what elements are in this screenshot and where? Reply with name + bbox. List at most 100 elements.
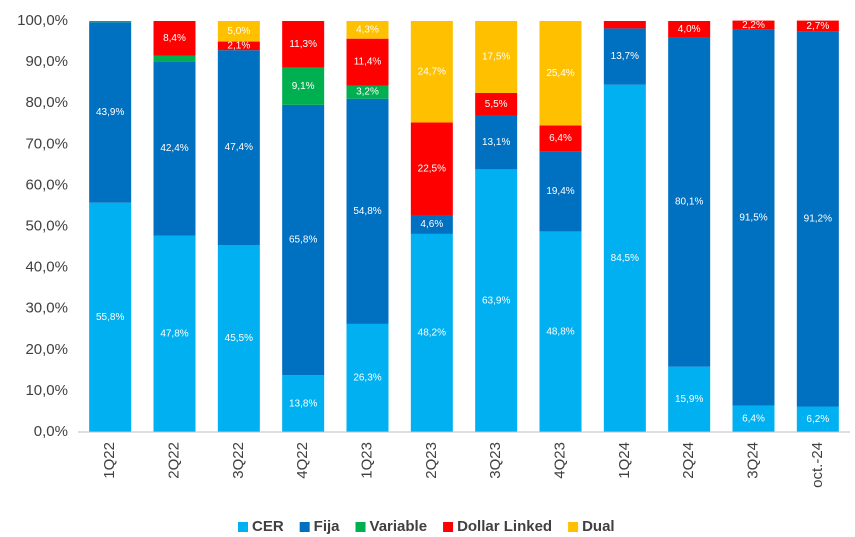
x-tick-label: 3Q22 [230, 442, 247, 479]
data-label: 8,4% [163, 33, 186, 44]
data-label: 65,8% [289, 235, 317, 246]
y-tick-label: 10,0% [25, 382, 68, 399]
bar-segment [796, 20, 839, 32]
x-tick-label: 1Q24 [616, 442, 633, 479]
data-label: 91,2% [804, 214, 832, 225]
bar-segment [475, 21, 518, 93]
data-label: 2,7% [806, 21, 829, 32]
x-tick-label: 3Q24 [744, 442, 761, 479]
x-tick-label: 2Q24 [680, 442, 697, 479]
bar-segment [346, 38, 389, 86]
bar-segment [89, 21, 132, 23]
data-label: 42,4% [160, 143, 188, 154]
x-tick-label: 4Q23 [551, 442, 568, 479]
data-label: 4,6% [420, 219, 443, 230]
bar-segment [603, 28, 646, 85]
data-label: 19,4% [546, 186, 574, 197]
data-label: 13,8% [289, 398, 317, 409]
data-label: 11,4% [354, 57, 382, 68]
bar-segment [282, 21, 325, 68]
data-label: 45,5% [225, 333, 253, 344]
legend-label: Dual [582, 518, 615, 535]
bar-segment [668, 366, 711, 432]
x-tick-label: 1Q22 [101, 442, 118, 479]
y-tick-label: 50,0% [25, 217, 68, 234]
bar-segment [346, 21, 389, 39]
bar-segment [217, 21, 260, 42]
bar-segment [153, 21, 196, 56]
bar-segment [539, 125, 582, 152]
x-tick-label: 3Q23 [487, 442, 504, 479]
bar-segment [89, 202, 132, 432]
data-label: 3,2% [356, 87, 379, 98]
data-label: 13,1% [482, 137, 510, 148]
legend-label: Variable [370, 518, 428, 535]
legend-swatch [299, 522, 310, 532]
bar-segment [346, 98, 389, 324]
y-tick-label: 90,0% [25, 53, 68, 70]
y-tick-label: 80,0% [25, 94, 68, 111]
bar-segment [732, 20, 775, 30]
data-label: 43,9% [96, 107, 124, 118]
bar-segment [282, 67, 325, 105]
y-tick-label: 20,0% [25, 341, 68, 358]
bar-segment [410, 122, 453, 215]
data-label: 55,8% [96, 312, 124, 323]
data-label: 6,4% [549, 133, 572, 144]
data-label: 4,0% [678, 24, 701, 35]
bar-segment [346, 85, 389, 99]
y-tick-label: 70,0% [25, 135, 68, 152]
data-label: 5,5% [485, 99, 508, 110]
legend-swatch [568, 522, 579, 532]
bar-segment [153, 235, 196, 432]
legend-swatch [443, 522, 454, 532]
data-label: 2,1% [227, 41, 250, 52]
x-tick-label: 2Q23 [423, 442, 440, 479]
legend-label: Dollar Linked [457, 518, 552, 535]
y-tick-label: 30,0% [25, 300, 68, 317]
bar-segment [603, 21, 646, 29]
bar-segment [603, 84, 646, 432]
data-label: 84,5% [611, 253, 639, 264]
bar-segment [89, 22, 132, 203]
bar-segment [410, 214, 453, 234]
data-label: 47,8% [160, 328, 188, 339]
bar-segment [217, 50, 260, 245]
data-label: 2,2% [742, 20, 765, 31]
data-label: 47,4% [225, 142, 253, 153]
data-label: 4,3% [356, 24, 379, 35]
legend-label: Fija [314, 518, 340, 535]
bar-segment [282, 375, 325, 432]
legend-label: CER [252, 518, 284, 535]
x-tick-label: oct.-24 [809, 442, 826, 488]
x-tick-label: 1Q23 [358, 442, 375, 479]
data-label: 26,3% [353, 373, 381, 384]
legend-swatch [355, 522, 366, 532]
data-label: 48,2% [418, 328, 446, 339]
bar-segment [796, 31, 839, 407]
bar-segment [410, 233, 453, 432]
data-label: 91,5% [739, 212, 767, 223]
data-label: 17,5% [482, 52, 510, 63]
bar-segment [153, 55, 196, 62]
x-tick-label: 2Q22 [165, 442, 182, 479]
y-tick-label: 40,0% [25, 259, 68, 276]
bar-segment [217, 244, 260, 432]
bar-segment [668, 37, 711, 367]
bar-segment [217, 41, 260, 51]
bar-segment [475, 169, 518, 432]
data-label: 22,5% [418, 163, 446, 174]
data-label: 80,1% [675, 197, 703, 208]
bar-segment [539, 151, 582, 232]
bar-segment [796, 406, 839, 432]
bar-segment [539, 231, 582, 432]
x-tick-label: 4Q22 [294, 442, 311, 479]
data-label: 63,9% [482, 295, 510, 306]
data-label: 9,1% [292, 81, 315, 92]
data-label: 48,8% [546, 326, 574, 337]
legend-swatch [238, 522, 248, 532]
data-label: 11,3% [289, 39, 317, 50]
data-label: 24,7% [418, 66, 446, 77]
bar-segment [346, 323, 389, 432]
